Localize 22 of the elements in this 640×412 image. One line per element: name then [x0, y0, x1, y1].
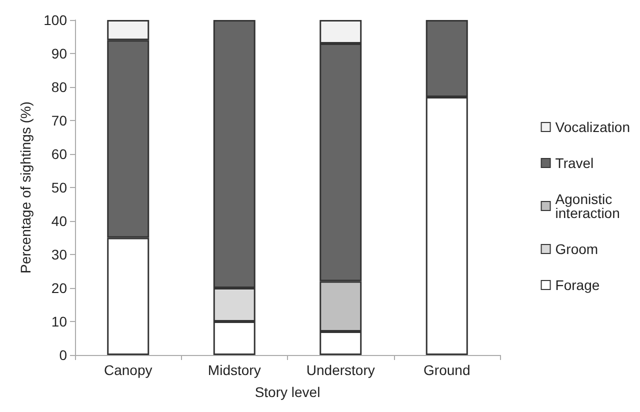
y-tick-label: 100: [44, 12, 68, 28]
x-tick-label: Midstory: [208, 362, 261, 378]
y-tick-label: 40: [51, 213, 68, 229]
y-tick-label: 80: [51, 79, 68, 95]
y-tick-label: 30: [51, 246, 68, 262]
y-tick-label: 70: [51, 112, 68, 128]
y-tick-label: 20: [51, 280, 68, 296]
legend-label: Forage: [555, 277, 600, 293]
y-tick-label: 0: [59, 347, 68, 363]
y-tick-label: 10: [51, 314, 68, 330]
legend-label: Agonistic interaction: [555, 191, 620, 221]
x-tick-label: Understory: [306, 362, 375, 378]
legend-label: Vocalization: [555, 119, 630, 135]
x-axis-title: Story level: [254, 384, 320, 400]
y-tick-label: 60: [51, 146, 68, 162]
legend-label: Groom: [555, 241, 598, 257]
x-tick-label: Ground: [424, 362, 470, 378]
y-tick-label: 90: [51, 46, 68, 62]
x-tick-label: Canopy: [104, 362, 152, 378]
legend-label: Travel: [555, 155, 594, 171]
y-axis-title: Percentage of sightings (%): [18, 102, 34, 274]
y-tick-label: 50: [51, 180, 68, 196]
